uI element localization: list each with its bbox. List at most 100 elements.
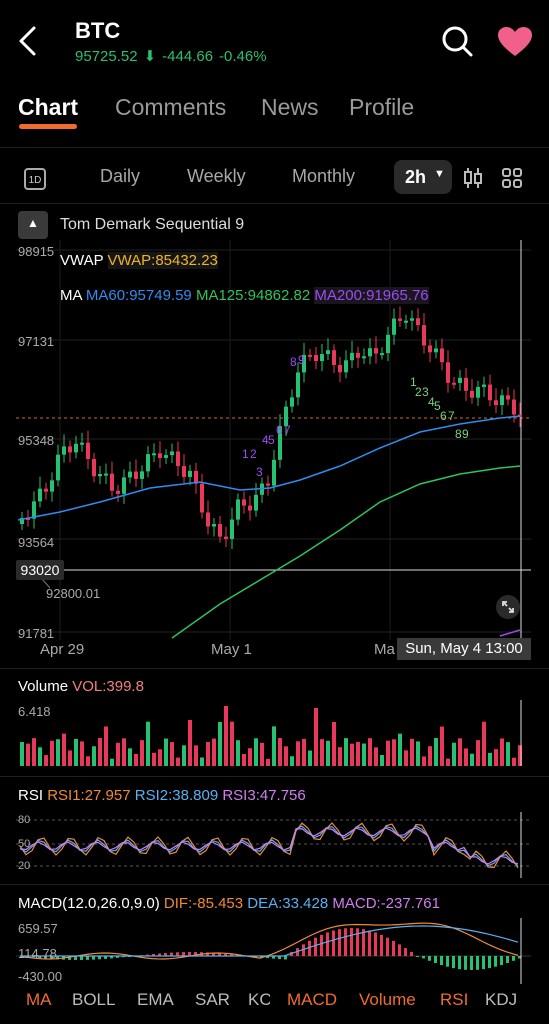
macd-histogram-bar	[116, 956, 119, 958]
ma125-value: MA125:94862.82	[195, 287, 311, 304]
volume-bar	[200, 757, 204, 766]
macd-histogram-bar	[338, 929, 341, 956]
macd-histogram-bar	[278, 956, 281, 960]
ind-kdj[interactable]: KDJ	[485, 990, 518, 1009]
candle-body	[482, 384, 486, 387]
rsi-level-50: 50	[18, 838, 31, 850]
ind-sar[interactable]: SAR	[195, 990, 230, 1009]
volume-bar	[380, 754, 384, 766]
x-label-may1: May 1	[211, 641, 252, 658]
volume-bar	[206, 742, 210, 766]
macd-histogram-bar	[446, 956, 449, 967]
tab-news[interactable]: News	[261, 94, 319, 120]
candle-body	[398, 318, 402, 321]
ind-rsi[interactable]: RSI	[440, 990, 469, 1009]
macd-histogram-bar	[494, 956, 497, 967]
indicator-bar: MA BOLL EMA SAR KC MACD Volume RSI KDJ	[0, 990, 549, 1020]
candle-body	[176, 451, 180, 467]
macd-histogram-bar	[44, 956, 47, 959]
indicator-collapse-toggle[interactable]: ▲	[18, 211, 48, 239]
tab-comments[interactable]: Comments	[115, 94, 227, 120]
candlestick-type-icon[interactable]	[462, 166, 484, 190]
y-label-2: 97131	[18, 334, 55, 349]
price-chart[interactable]: 1 234 56 78 912 34 56 78 9	[0, 240, 549, 664]
volume-bar	[296, 741, 300, 766]
candle-body	[500, 395, 504, 406]
volume-bar	[344, 738, 348, 766]
back-arrow-icon[interactable]	[14, 24, 44, 58]
vwap-value: VWAP:85432.23	[107, 252, 218, 269]
calendar-1d-icon[interactable]: 1D	[24, 168, 46, 190]
volume-bar	[230, 721, 234, 766]
candle-body	[512, 399, 516, 415]
indicator-name: Tom Demark Sequential 9	[60, 216, 245, 233]
macd-histogram-bar	[230, 954, 233, 956]
volume-bar	[500, 738, 504, 766]
volume-bar	[164, 738, 168, 766]
y-label-max: 98915	[18, 244, 55, 259]
candle-body	[488, 384, 492, 401]
td-count-label: 8	[290, 355, 297, 369]
tab-chart[interactable]: Chart	[18, 94, 79, 120]
volume-bar	[518, 745, 522, 766]
search-icon[interactable]	[440, 24, 474, 58]
macd-histogram-bar	[518, 956, 521, 959]
rsi-chart	[16, 812, 531, 878]
volume-bar	[470, 753, 474, 766]
candle-body	[410, 318, 414, 321]
ind-ma[interactable]: MA	[26, 990, 52, 1009]
macd-histogram-bar	[122, 956, 125, 958]
volume-bar	[356, 741, 360, 766]
favorite-heart-icon[interactable]	[497, 26, 533, 58]
period-monthly[interactable]: Monthly	[292, 166, 356, 186]
volume-bar	[32, 738, 36, 766]
ind-kc[interactable]: KC	[248, 990, 270, 1009]
candle-body	[470, 390, 474, 398]
ind-ema[interactable]: EMA	[137, 990, 174, 1009]
volume-bar	[74, 738, 78, 766]
volume-bar	[422, 756, 426, 766]
divider	[0, 147, 549, 148]
ind-macd[interactable]: MACD	[287, 990, 338, 1009]
candle-body	[266, 483, 270, 486]
rsi-level-20: 20	[18, 860, 31, 872]
td-count-label: 9	[462, 427, 469, 441]
ind-volume[interactable]: Volume	[359, 990, 416, 1009]
volume-bar	[104, 726, 108, 766]
caret-up-icon: ▲	[27, 216, 39, 230]
volume-bar	[452, 742, 456, 766]
vwap-legend: VWAP VWAP:85432.23	[60, 252, 218, 269]
crosshair-price-label: 93020	[16, 560, 64, 580]
candle-body	[284, 406, 288, 427]
macd-histogram-bar	[368, 930, 371, 956]
period-daily[interactable]: Daily	[100, 166, 141, 186]
divider	[0, 776, 549, 777]
fullscreen-icon[interactable]	[495, 594, 521, 620]
td-count-label: 2	[250, 447, 257, 461]
candle-body	[236, 499, 240, 520]
ind-boll[interactable]: BOLL	[72, 990, 116, 1009]
candle-body	[380, 353, 384, 356]
y-label-3: 95348	[18, 433, 55, 448]
volume-chart	[20, 700, 522, 766]
candle-body	[476, 386, 480, 398]
period-weekly[interactable]: Weekly	[187, 166, 246, 186]
candles-layer	[20, 306, 522, 549]
period-selector[interactable]: 2h ▼	[394, 160, 452, 194]
candle-body	[182, 466, 186, 477]
candle-body	[392, 318, 396, 335]
candle-body	[506, 395, 510, 400]
macd-dea-line	[20, 925, 519, 957]
rsi-title: RSI	[18, 787, 44, 804]
macd-histogram-bar	[470, 956, 473, 970]
grid-layout-icon[interactable]	[501, 167, 523, 189]
candle-body	[446, 362, 450, 383]
macd-histogram-bar	[158, 953, 161, 956]
volume-legend: Volume VOL:399.8	[18, 678, 144, 695]
tab-profile[interactable]: Profile	[349, 94, 415, 120]
rsi2-line	[19, 825, 519, 867]
candle-body	[320, 354, 324, 362]
macd-histogram-bar	[104, 956, 107, 959]
volume-bar	[170, 742, 174, 766]
candle-body	[452, 382, 456, 385]
